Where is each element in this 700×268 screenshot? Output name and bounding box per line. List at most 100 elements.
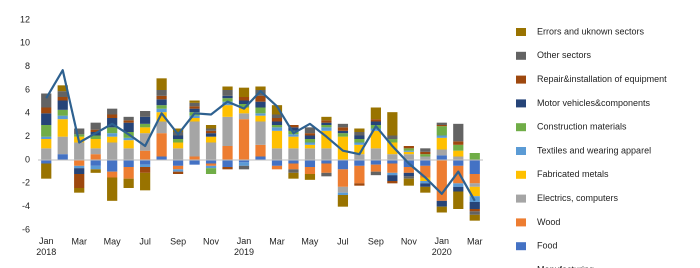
bar-segment <box>107 114 118 118</box>
bar-segment <box>387 175 398 181</box>
bar-segment <box>107 136 118 143</box>
bar-segment <box>420 186 431 193</box>
bar-segment <box>271 118 283 122</box>
bar-segment <box>238 162 250 166</box>
bar-segment <box>189 108 200 113</box>
bar-segment <box>271 160 283 166</box>
bar-segment <box>255 101 266 108</box>
bar-segment <box>74 168 85 174</box>
bar-segment <box>57 115 68 120</box>
bar-segment <box>140 150 151 160</box>
bar-segment <box>205 163 217 166</box>
bar-segment <box>74 165 85 169</box>
bar-segment <box>41 139 52 149</box>
bar-segment <box>469 183 480 187</box>
bar-segment <box>337 186 349 193</box>
bar-segment <box>304 142 316 145</box>
bar-segment <box>403 172 414 177</box>
legend-label: Food <box>537 241 558 251</box>
bar-segment <box>469 186 480 197</box>
bar-segment <box>453 183 464 187</box>
legend-swatch <box>516 194 526 203</box>
bar-segment <box>189 106 200 109</box>
bar-segment <box>255 86 266 90</box>
bar-segment <box>172 169 184 172</box>
bar-segment <box>387 163 398 173</box>
bar-segment <box>288 160 299 164</box>
x-tick-label: Mar <box>71 236 87 246</box>
y-tick-label: 10 <box>20 38 30 48</box>
x-tick-label-line: 2020 <box>432 247 452 257</box>
bar-segment <box>41 93 52 108</box>
bar-segment <box>205 165 217 169</box>
bar-segment <box>420 156 431 160</box>
bar-segment <box>156 99 167 106</box>
bar-segment <box>436 137 447 150</box>
bar-segment <box>288 148 299 160</box>
bar-segment <box>271 114 283 118</box>
bar-segment <box>337 195 349 207</box>
bar-segment <box>156 112 167 122</box>
bar-segment <box>222 160 233 167</box>
x-tick-label-line: Jan <box>435 236 450 246</box>
legend-label: Repair&installation of equipment <box>537 74 667 84</box>
bar-segment <box>304 135 316 139</box>
bar-segment <box>321 125 332 128</box>
y-tick-label: 12 <box>20 14 30 24</box>
legend-label: Textiles and wearing apparel <box>537 145 651 155</box>
bar-segment <box>469 153 480 160</box>
bar-segment <box>238 119 250 160</box>
bar-segment <box>337 123 349 128</box>
bar-segment <box>90 154 101 160</box>
bar-segment <box>271 165 283 170</box>
bar-segment <box>255 144 266 157</box>
x-tick-label: Jan 2020 <box>432 236 452 257</box>
x-tick-label-line: Jan <box>39 236 54 246</box>
bar-segment <box>107 160 118 172</box>
bar-segment <box>57 91 68 97</box>
bar-segment <box>420 165 431 178</box>
x-tick-label-line: 2019 <box>234 247 254 257</box>
y-tick-label: -2 <box>22 178 30 188</box>
bar-segment <box>90 169 101 173</box>
bar-segment <box>387 154 398 160</box>
bar-segment <box>107 118 118 128</box>
y-tick-label: 8 <box>25 61 30 71</box>
legend-label: Fabricated metals <box>537 169 609 179</box>
bar-segment <box>140 111 151 117</box>
bar-segment <box>354 128 365 132</box>
bar-segment <box>123 120 134 123</box>
bar-segment <box>387 142 398 155</box>
bar-segment <box>469 160 480 174</box>
bar-segment <box>370 160 381 165</box>
bar-segment <box>436 135 447 138</box>
bar-segment <box>370 107 381 120</box>
legend-label: Errors and uknown sectors <box>537 26 645 36</box>
bar-segment <box>41 136 52 139</box>
bar-segment <box>255 156 266 160</box>
bar-segment <box>255 90 266 96</box>
legend-swatch <box>516 75 526 84</box>
bar-segment <box>271 127 283 131</box>
bar-segment <box>41 113 52 125</box>
bar-segment <box>189 156 200 160</box>
bar-segment <box>321 160 332 164</box>
bar-segment <box>420 183 431 187</box>
legend-swatch <box>516 147 526 155</box>
bar-segment <box>156 121 167 134</box>
bar-segment <box>41 148 52 160</box>
bar-segment <box>304 133 316 136</box>
bar-segment <box>304 160 316 167</box>
bar-segment <box>387 139 398 143</box>
bar-segment <box>469 174 480 184</box>
bar-segment <box>205 125 217 129</box>
bar-segment <box>321 172 332 177</box>
x-tick-label: Nov <box>401 236 418 246</box>
bar-segment <box>238 113 250 120</box>
bar-segment <box>74 188 85 193</box>
bar-segment <box>354 139 365 143</box>
bar-segment <box>238 104 250 108</box>
bar-segment <box>288 163 299 170</box>
bar-segment <box>172 128 184 132</box>
bar-segment <box>123 137 134 141</box>
